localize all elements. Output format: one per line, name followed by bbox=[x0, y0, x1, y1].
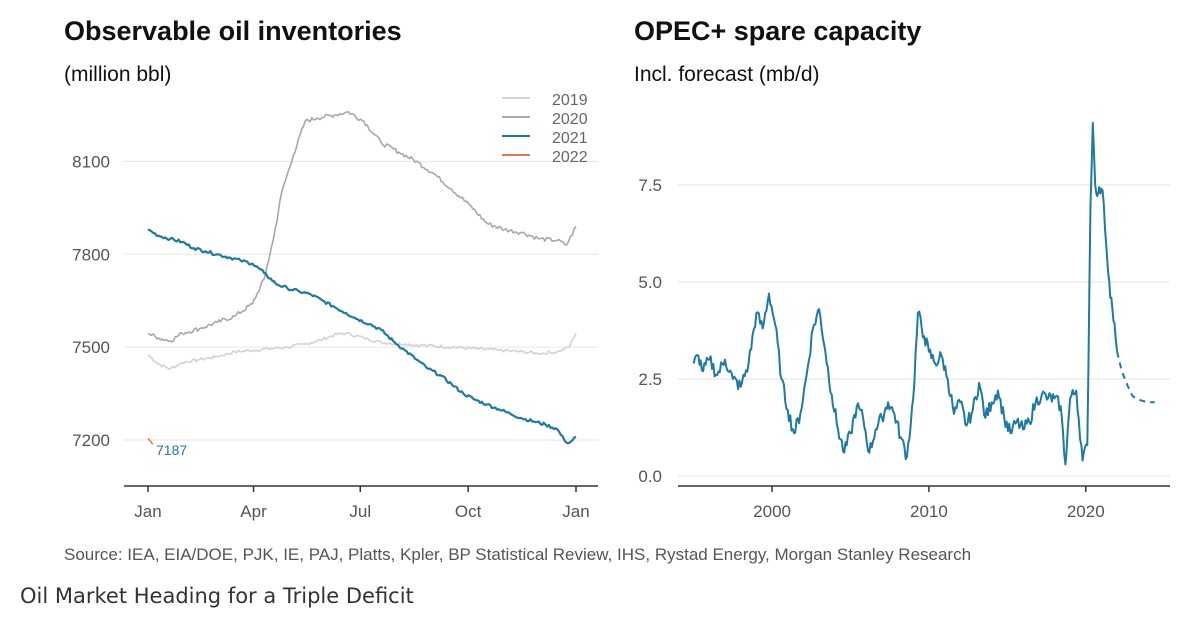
spare-capacity-chart: OPEC+ spare capacity Incl. forecast (mb/… bbox=[634, 16, 1170, 521]
spare-capacity-y-tick-label: 2.5 bbox=[638, 370, 662, 389]
legend-2022-label: 2022 bbox=[552, 149, 588, 166]
inventories-y-ticks: 7200 7500 7800 8100 bbox=[72, 152, 110, 450]
spare-capacity-x-tick-label: 2010 bbox=[910, 502, 948, 521]
inventories-series-line-2019 bbox=[147, 332, 577, 370]
inventories-series-line-2021 bbox=[147, 228, 577, 445]
spare-capacity-y-tick-label: 0.0 bbox=[638, 467, 662, 486]
legend-2019-label: 2019 bbox=[552, 92, 588, 109]
spare-capacity-forecast-line bbox=[1116, 351, 1155, 404]
spare-capacity-history-line bbox=[692, 121, 1119, 466]
spare-capacity-title: OPEC+ spare capacity bbox=[634, 16, 921, 46]
inventories-y-tick-label: 7200 bbox=[72, 431, 110, 450]
spare-capacity-x-tick-label: 2020 bbox=[1067, 502, 1105, 521]
inventories-x-tick-label: Jul bbox=[349, 502, 371, 521]
spare-capacity-series bbox=[692, 121, 1155, 466]
inventories-y-tick-label: 8100 bbox=[72, 152, 110, 171]
spare-capacity-y-tick-label: 7.5 bbox=[638, 176, 662, 195]
inventories-title: Observable oil inventories bbox=[64, 16, 402, 46]
inventories-gridlines bbox=[124, 160, 598, 441]
spare-capacity-gridlines bbox=[678, 184, 1170, 477]
legend-2021-label: 2021 bbox=[552, 130, 588, 147]
inventories-y-tick-label: 7500 bbox=[72, 338, 110, 357]
legend-2020-label: 2020 bbox=[552, 111, 588, 128]
spare-capacity-y-tick-label: 5.0 bbox=[638, 273, 662, 292]
inventories-series-line-2022 bbox=[147, 437, 154, 445]
spare-capacity-y-ticks: 0.0 2.5 5.0 7.5 bbox=[638, 176, 662, 486]
inventories-annotation: 7187 bbox=[156, 442, 187, 458]
figure-caption: Oil Market Heading for a Triple Deficit bbox=[20, 584, 414, 608]
spare-capacity-subtitle: Incl. forecast (mb/d) bbox=[634, 63, 820, 86]
inventories-x-tick-label: Oct bbox=[455, 502, 482, 521]
inventories-x-tick-label: Jan bbox=[562, 502, 589, 521]
inventories-series-line-2020 bbox=[147, 111, 577, 343]
source-note: Source: IEA, EIA/DOE, PJK, IE, PAJ, Plat… bbox=[64, 545, 971, 564]
inventories-legend: 2019 2020 2021 2022 bbox=[502, 92, 588, 166]
spare-capacity-x-tick-label: 2000 bbox=[753, 502, 791, 521]
inventories-series bbox=[147, 111, 577, 445]
inventories-x-tick-label: Apr bbox=[240, 502, 267, 521]
inventories-x-tick-label: Jan bbox=[134, 502, 161, 521]
spare-capacity-x-ticks: 2000 2010 2020 bbox=[753, 486, 1105, 521]
inventories-x-ticks: Jan Apr Jul Oct Jan bbox=[134, 486, 590, 521]
inventories-subtitle: (million bbl) bbox=[64, 63, 171, 86]
inventories-chart: Observable oil inventories (million bbl)… bbox=[64, 16, 598, 521]
inventories-y-tick-label: 7800 bbox=[72, 245, 110, 264]
